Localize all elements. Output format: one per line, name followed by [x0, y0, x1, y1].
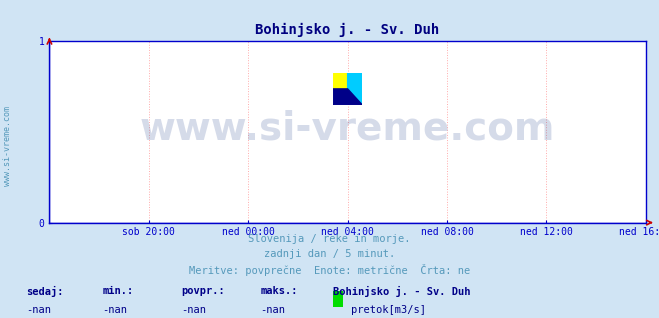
- Text: maks.:: maks.:: [260, 286, 298, 296]
- Text: sedaj:: sedaj:: [26, 286, 64, 297]
- Text: -nan: -nan: [181, 305, 206, 315]
- Text: povpr.:: povpr.:: [181, 286, 225, 296]
- Polygon shape: [333, 73, 348, 89]
- Text: -nan: -nan: [102, 305, 127, 315]
- Text: www.si-vreme.com: www.si-vreme.com: [140, 109, 556, 147]
- Polygon shape: [348, 73, 362, 105]
- Text: Slovenija / reke in morje.: Slovenija / reke in morje.: [248, 234, 411, 244]
- Polygon shape: [333, 89, 362, 105]
- Text: www.si-vreme.com: www.si-vreme.com: [3, 106, 13, 186]
- Title: Bohinjsko j. - Sv. Duh: Bohinjsko j. - Sv. Duh: [256, 23, 440, 38]
- Text: min.:: min.:: [102, 286, 133, 296]
- Text: zadnji dan / 5 minut.: zadnji dan / 5 minut.: [264, 249, 395, 259]
- Text: Bohinjsko j. - Sv. Duh: Bohinjsko j. - Sv. Duh: [333, 286, 471, 297]
- Text: pretok[m3/s]: pretok[m3/s]: [351, 305, 426, 315]
- Text: -nan: -nan: [26, 305, 51, 315]
- Text: Meritve: povprečne  Enote: metrične  Črta: ne: Meritve: povprečne Enote: metrične Črta:…: [189, 264, 470, 276]
- Text: -nan: -nan: [260, 305, 285, 315]
